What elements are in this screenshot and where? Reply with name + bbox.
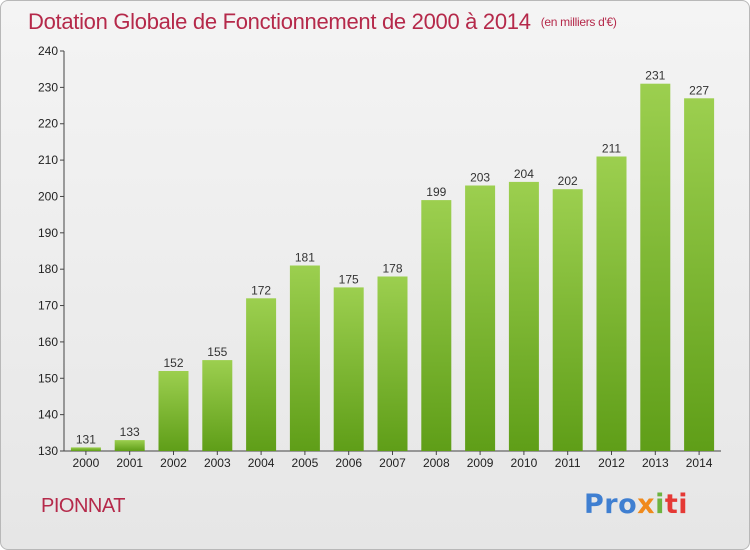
y-tick-label: 220 [38, 117, 58, 131]
x-tick-label-2006: 2006 [335, 456, 362, 470]
data-label-2004: 172 [251, 283, 271, 297]
data-label-2001: 133 [120, 425, 140, 439]
data-label-2013: 231 [645, 69, 665, 83]
data-label-2014: 227 [689, 83, 709, 97]
data-label-2002: 152 [163, 356, 183, 370]
y-tick-label: 200 [38, 189, 58, 203]
x-tick-label-2004: 2004 [248, 456, 275, 470]
bar-2011 [552, 189, 583, 451]
y-tick-label: 130 [38, 444, 58, 458]
y-tick-label: 150 [38, 371, 58, 385]
y-tick-label: 240 [38, 44, 58, 58]
data-labels-group: 131 133 152 155 172 181 175 178 199 203 204 202 211 2… [76, 69, 710, 447]
logo-part-1: Pro [584, 489, 638, 520]
data-label-2008: 199 [426, 185, 446, 199]
x-tick-label-2010: 2010 [511, 456, 538, 470]
chart-unit: (en milliers d'€) [540, 15, 617, 29]
y-tick-label: 190 [38, 226, 58, 240]
data-label-2005: 181 [295, 251, 315, 265]
logo-part-3: i [655, 489, 665, 520]
data-label-2007: 178 [382, 261, 402, 275]
chart-title: Dotation Globale de Fonctionnement de 20… [28, 9, 617, 35]
proxiti-logo: Proxiti [584, 489, 688, 520]
x-tick-label-2012: 2012 [598, 456, 625, 470]
data-label-2010: 204 [514, 167, 534, 181]
y-tick-label: 170 [38, 299, 58, 313]
y-tick-label: 160 [38, 335, 58, 349]
data-label-2000: 131 [76, 432, 96, 446]
x-tick-label-2011: 2011 [555, 456, 581, 470]
chart-title-text: Dotation Globale de Fonctionnement de 20… [28, 9, 531, 34]
bar-2006 [333, 287, 364, 451]
bar-2013 [640, 83, 671, 451]
bar-2001 [114, 440, 145, 451]
bar-2002 [158, 371, 189, 451]
x-tick-label-2013: 2013 [642, 456, 669, 470]
x-tick-label-2007: 2007 [379, 456, 406, 470]
data-label-2006: 175 [339, 272, 359, 286]
bar-2005 [289, 265, 320, 451]
data-label-2009: 203 [470, 171, 490, 185]
bar-2003 [202, 360, 233, 451]
x-tick-label-2009: 2009 [467, 456, 494, 470]
y-tick-label: 210 [38, 153, 58, 167]
x-tick-label-2014: 2014 [686, 456, 713, 470]
bar-2010 [508, 181, 539, 451]
x-tick-label-2002: 2002 [160, 456, 187, 470]
bar-2012 [596, 156, 627, 451]
axes: 130 140 150 160 170 180 190 200 210 220 230 240 2000… [38, 44, 721, 470]
data-label-2011: 202 [558, 174, 578, 188]
bar-2009 [465, 185, 496, 451]
data-label-2003: 155 [207, 345, 227, 359]
bar-2007 [377, 276, 408, 451]
data-label-2012: 211 [602, 141, 621, 155]
logo-part-4: ti [664, 489, 689, 520]
x-tick-label-2005: 2005 [292, 456, 319, 470]
x-tick-label-2008: 2008 [423, 456, 450, 470]
x-tick-label-2001: 2001 [116, 456, 143, 470]
bar-2008 [421, 200, 452, 451]
logo-part-2: x [637, 489, 656, 520]
y-tick-label: 180 [38, 262, 58, 276]
bar-2004 [246, 298, 277, 451]
x-tick-label-2003: 2003 [204, 456, 231, 470]
y-tick-label: 230 [38, 80, 58, 94]
bars-group [70, 83, 715, 452]
commune-name: PIONNAT [41, 495, 125, 517]
bar-2014 [684, 98, 715, 452]
bar-2000 [70, 447, 101, 451]
y-tick-label: 140 [38, 408, 58, 422]
x-tick-label-2000: 2000 [73, 456, 100, 470]
